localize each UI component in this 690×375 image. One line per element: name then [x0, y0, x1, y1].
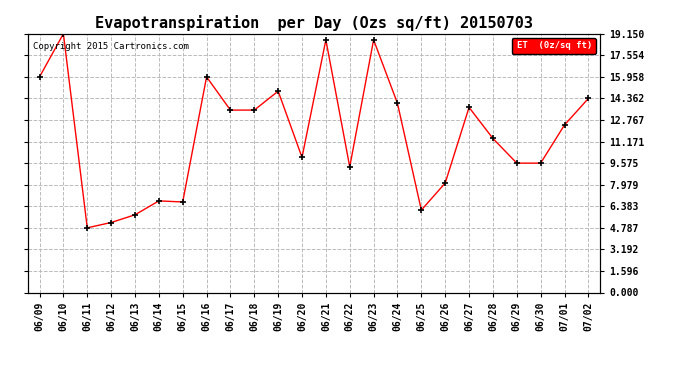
Title: Evapotranspiration  per Day (Ozs sq/ft) 20150703: Evapotranspiration per Day (Ozs sq/ft) 2… [95, 15, 533, 31]
Text: Copyright 2015 Cartronics.com: Copyright 2015 Cartronics.com [33, 42, 189, 51]
Legend: ET  (0z/sq ft): ET (0z/sq ft) [511, 38, 595, 54]
